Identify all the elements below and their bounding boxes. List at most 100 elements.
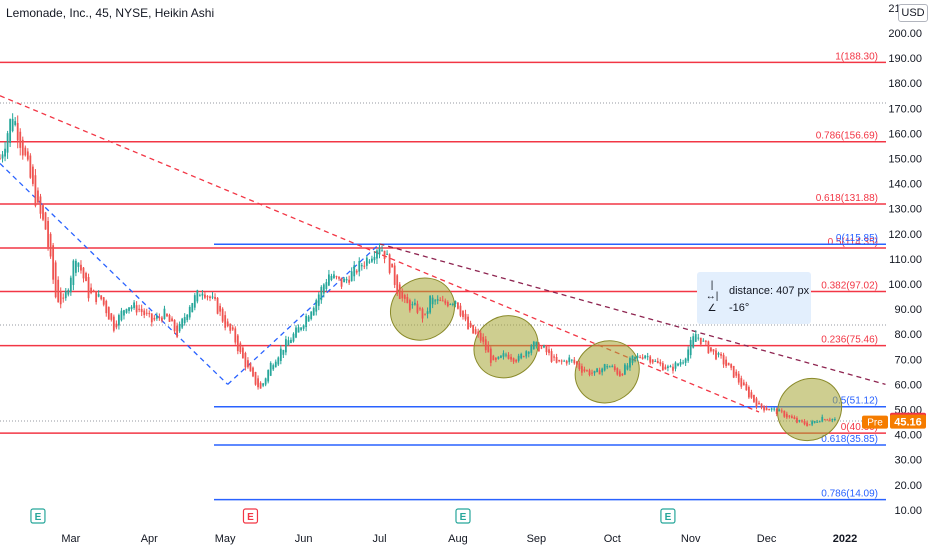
x-tick-label: 2022 <box>833 533 857 545</box>
candle-body <box>644 355 647 359</box>
y-tick-label: 40.00 <box>894 430 922 442</box>
candle-body <box>677 363 679 366</box>
candle-body <box>790 416 793 419</box>
pre-badge-label: Pre <box>867 418 883 429</box>
earnings-marker <box>455 508 471 524</box>
candle-body <box>494 357 497 360</box>
candle-body <box>522 356 525 358</box>
candle-body <box>798 420 801 422</box>
candle-body <box>535 341 538 346</box>
candle-body <box>608 366 611 368</box>
candle-body <box>97 294 100 297</box>
candle-body <box>457 302 459 309</box>
candle-body <box>274 361 277 368</box>
candle-body <box>408 300 411 311</box>
candle-body <box>429 295 431 313</box>
fib-label: 0.786(156.69) <box>816 131 878 142</box>
candle-body <box>770 408 773 410</box>
candle-body <box>0 158 1 160</box>
price-tag <box>890 414 926 429</box>
candle-body <box>834 419 836 421</box>
candle-body <box>191 303 194 313</box>
candle-body <box>143 310 146 316</box>
candle-body <box>120 310 123 321</box>
earnings-marker-label: E <box>460 512 467 523</box>
candle-body <box>393 265 396 285</box>
candle-body <box>672 366 674 371</box>
candle-body <box>219 305 222 312</box>
candle-body <box>11 118 14 132</box>
candle-body <box>667 366 669 369</box>
candle-body <box>363 265 366 267</box>
candle-body <box>816 421 819 423</box>
candle-body <box>828 419 831 421</box>
candle-body <box>581 366 583 373</box>
candle-body <box>307 316 310 322</box>
candle-body <box>123 310 125 316</box>
candle-body <box>90 287 92 294</box>
candle-body <box>59 290 62 305</box>
candle-body <box>236 335 239 352</box>
candle-body <box>654 360 657 362</box>
candle-body <box>9 119 12 143</box>
candle-body <box>315 300 318 312</box>
candle-body <box>209 296 211 299</box>
candle-body <box>376 250 378 259</box>
candle-body <box>462 310 464 318</box>
candle-body <box>692 336 695 348</box>
currency-badge[interactable]: USD <box>898 4 928 22</box>
candle-body <box>808 424 811 426</box>
candle-body <box>679 361 682 365</box>
candle-body <box>636 355 639 358</box>
candle-body <box>168 315 171 322</box>
candle-body <box>252 367 254 377</box>
candle-body <box>735 371 738 376</box>
candle-body <box>649 356 652 363</box>
candle-body <box>39 196 42 214</box>
candle-body <box>257 378 259 388</box>
candle-body <box>555 357 558 363</box>
price-tag-label: 45.16 <box>894 417 922 429</box>
candle-body <box>778 409 781 412</box>
candle-body <box>500 355 502 358</box>
fib-label: 0.618(35.85) <box>821 434 878 445</box>
candle-body <box>740 378 743 387</box>
y-tick-label: 170.00 <box>888 103 922 115</box>
candle-body <box>659 362 662 365</box>
candle-body <box>646 356 649 358</box>
candle-body <box>669 366 672 368</box>
candle-body <box>239 343 242 353</box>
candle-body <box>305 315 308 328</box>
candle-body <box>783 410 786 417</box>
candle-body <box>532 341 535 350</box>
candle-body <box>785 413 788 418</box>
candle-body <box>540 347 543 349</box>
candle-body <box>616 368 619 375</box>
candle-body <box>426 311 429 314</box>
candle-body <box>629 358 631 368</box>
candle-body <box>125 308 128 313</box>
candle-body <box>29 155 32 178</box>
candle-body <box>21 139 24 156</box>
candle-body <box>153 317 156 320</box>
y-tick-label: 90.00 <box>894 304 922 316</box>
candle-body <box>613 366 616 370</box>
candle-body <box>436 299 439 301</box>
candle-body <box>565 360 568 364</box>
candle-body <box>378 247 381 255</box>
candle-body <box>588 370 591 376</box>
candle-body <box>290 339 292 343</box>
candle-body <box>603 364 606 371</box>
candle-body <box>444 300 447 304</box>
candle-body <box>618 371 621 377</box>
candle-body <box>155 315 158 319</box>
candle-body <box>446 302 449 307</box>
candle-body <box>639 356 641 358</box>
candle-body <box>229 323 232 331</box>
candle-body <box>598 370 601 375</box>
candle-body <box>188 306 191 318</box>
y-tick-label: 20.00 <box>894 480 922 492</box>
candle-body <box>818 421 821 423</box>
candle-body <box>118 315 120 326</box>
